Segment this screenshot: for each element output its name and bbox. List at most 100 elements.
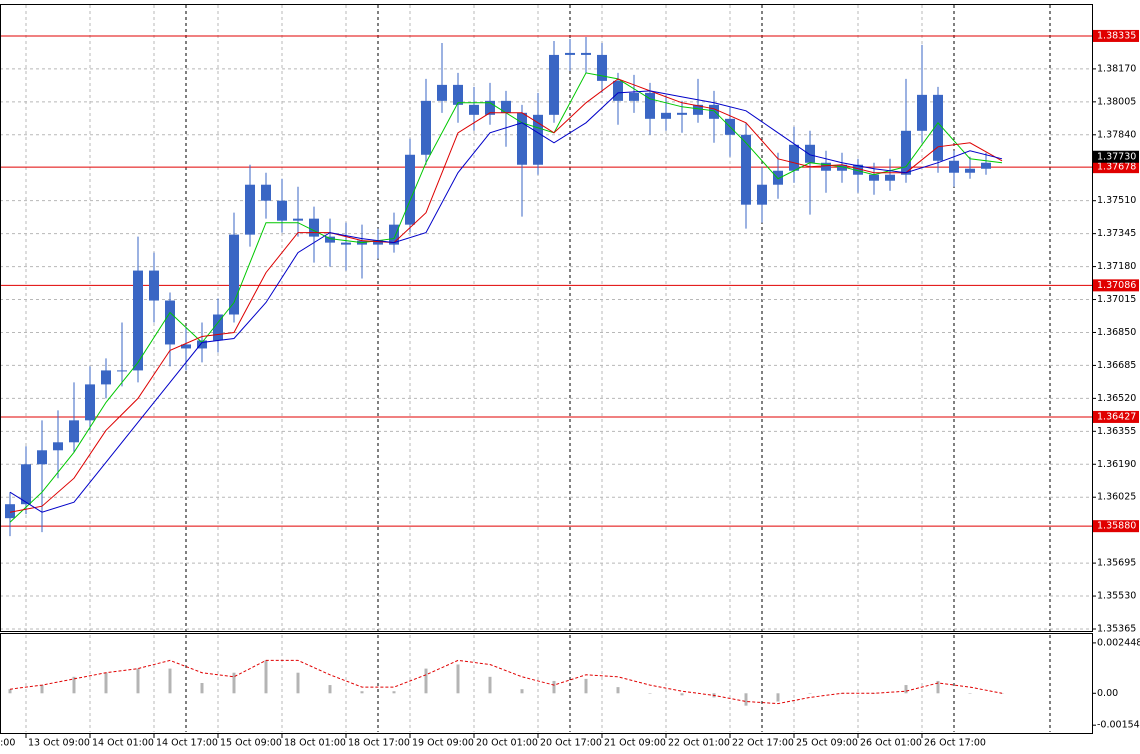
level-label: 1.38335 [1097, 30, 1136, 41]
x-tick-label: 26 Oct 17:00 [924, 738, 986, 749]
candle-body [165, 300, 175, 345]
macd-bar [200, 683, 204, 694]
x-tick-label: 17:00 [0, 738, 15, 749]
level-label-box [1093, 410, 1139, 423]
macd-bar [296, 672, 300, 694]
candle-body [677, 112, 687, 115]
candle-body [565, 52, 575, 55]
y-tick-label: 1.38005 [1097, 96, 1136, 107]
macd-bar [168, 668, 172, 694]
macd-bar [360, 691, 364, 694]
candle-body [437, 84, 447, 101]
y-tick-label: 1.35365 [1097, 624, 1136, 635]
candle-body [885, 174, 895, 181]
macd-bar [904, 685, 908, 694]
candle-body [805, 144, 815, 163]
candle-body [21, 464, 31, 505]
candle-body [197, 340, 207, 349]
candle-body [917, 94, 927, 131]
macd-bar [776, 693, 780, 702]
candle-body [469, 104, 479, 115]
candle-body [533, 114, 543, 165]
candle-body [869, 174, 879, 181]
x-tick-label: 18 Oct 17:00 [348, 738, 410, 749]
x-tick-label: 26 Oct 01:00 [860, 738, 922, 749]
y-tick-label: 1.36685 [1097, 360, 1136, 371]
macd-pane-border [0, 633, 1093, 734]
candle-body [693, 104, 703, 115]
candle-body [325, 236, 335, 243]
y-tick-label: 1.38170 [1097, 63, 1136, 74]
signal-line [9, 659, 1003, 705]
level-label-box [1093, 279, 1139, 292]
candle-body [517, 112, 527, 165]
x-tick-label: 13 Oct 09:00 [28, 738, 90, 749]
main-pane-border [0, 4, 1093, 632]
macd-bar [1000, 693, 1004, 694]
macd-bar [616, 687, 620, 694]
candle-body [581, 52, 591, 55]
level-label: 1.37086 [1097, 280, 1136, 291]
level-label-box [1093, 520, 1139, 533]
macd-bar [392, 691, 396, 694]
level-label: 1.36427 [1097, 411, 1136, 422]
candle-body [773, 170, 783, 185]
candle-body [341, 242, 351, 245]
candle-body [613, 80, 623, 101]
x-tick-label: 21 Oct 09:00 [604, 738, 666, 749]
x-tick-label: 14 Oct 01:00 [92, 738, 154, 749]
candle-body [645, 92, 655, 119]
candle-body [981, 162, 991, 169]
candle-body [501, 100, 511, 113]
candle-body [293, 218, 303, 221]
macd-bar [424, 668, 428, 694]
candle-body [149, 270, 159, 301]
macd-bar [968, 693, 972, 694]
y-tick-label: 1.36520 [1097, 393, 1136, 404]
x-tick-label: 20 Oct 01:00 [476, 738, 538, 749]
candle-body [229, 234, 239, 315]
macd-bar [8, 689, 12, 694]
candle-body [853, 164, 863, 175]
candle-body [901, 130, 911, 175]
x-tick-label: 25 Oct 09:00 [796, 738, 858, 749]
macd-bar [72, 676, 76, 694]
macd-bar [104, 672, 108, 694]
macd-bar [232, 672, 236, 694]
y-tick-label: 0.00 [1097, 688, 1118, 699]
level-label: 1.35880 [1097, 521, 1136, 532]
macd-bar [744, 693, 748, 706]
x-tick-label: 22 Oct 01:00 [668, 738, 730, 749]
candle-body [757, 184, 767, 205]
y-tick-label: 1.37180 [1097, 261, 1136, 272]
moving-average [9, 90, 1003, 513]
macd-bar [648, 693, 652, 694]
macd-bar [136, 668, 140, 694]
candle-body [821, 162, 831, 171]
candle-body [53, 442, 63, 451]
y-tick-label: 1.36355 [1097, 426, 1136, 437]
x-tick-label: 20 Oct 17:00 [540, 738, 602, 749]
candle-body [629, 92, 639, 101]
y-tick-label: 1.37015 [1097, 294, 1136, 305]
candle-body [485, 100, 495, 115]
macd-bar [808, 693, 812, 694]
candle-body [661, 112, 671, 119]
y-tick-label: 1.37840 [1097, 129, 1136, 140]
y-tick-label: 1.35530 [1097, 591, 1136, 602]
plot-layer [0, 5, 1092, 732]
y-tick-label: 1.36850 [1097, 327, 1136, 338]
candle-body [789, 144, 799, 171]
macd-bar [328, 685, 332, 694]
candle-body [597, 54, 607, 81]
candle-body [453, 84, 463, 105]
candle-body [117, 370, 127, 372]
level-label-box [1093, 29, 1139, 42]
x-tick-label: 22 Oct 17:00 [732, 738, 794, 749]
last-price-label: 1.37730 [1097, 151, 1136, 162]
y-tick-label: 1.36190 [1097, 459, 1136, 470]
y-tick-label: 1.37510 [1097, 195, 1136, 206]
x-tick-label: 14 Oct 17:00 [156, 738, 218, 749]
